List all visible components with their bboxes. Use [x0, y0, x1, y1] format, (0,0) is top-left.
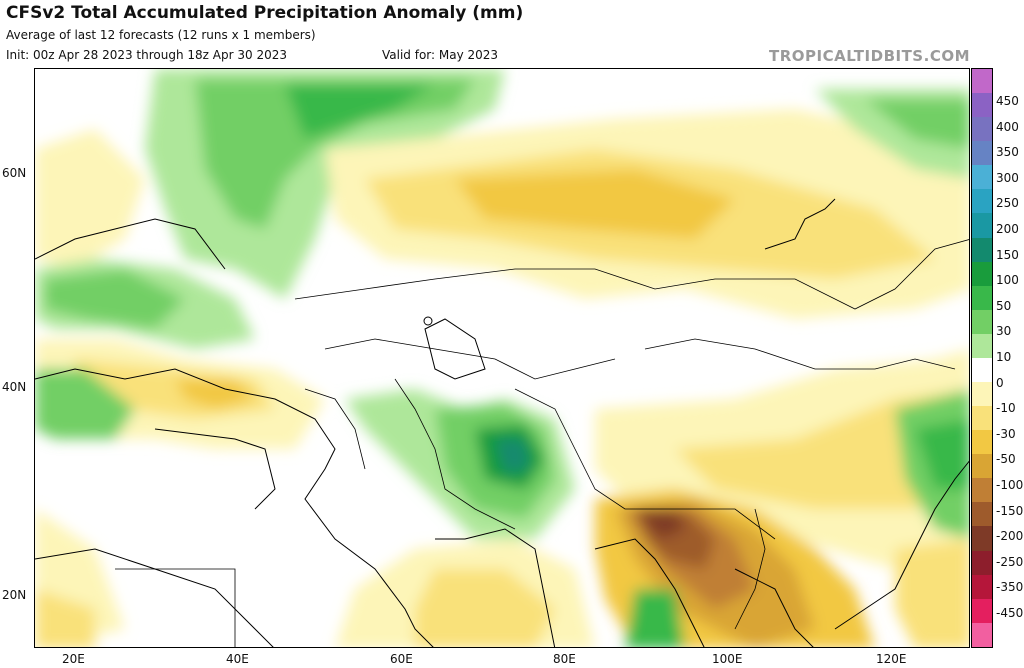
colorbar-segment	[972, 406, 992, 431]
colorbar-segment	[972, 598, 992, 623]
colorbar-segment	[972, 550, 992, 575]
colorbar-tick-label: 100	[996, 273, 1019, 288]
colorbar-segment	[972, 165, 992, 190]
precipitation-map[interactable]	[34, 68, 970, 648]
colorbar-tick-label: -250	[996, 554, 1024, 569]
colorbar-segment	[972, 574, 992, 599]
colorbar-tick-label: -200	[996, 529, 1024, 544]
lat-label-40n: 40N	[2, 380, 27, 394]
colorbar-segment	[972, 382, 992, 407]
colorbar-segment	[972, 261, 992, 286]
colorbar-tick-label: 400	[996, 119, 1019, 134]
colorbar-tick-label: 350	[996, 145, 1019, 160]
colorbar-tick-label: -150	[996, 503, 1024, 518]
borders	[115, 239, 969, 647]
colorbar-tick-label: -350	[996, 580, 1024, 595]
colorbar-tick-label: 200	[996, 222, 1019, 236]
anomaly-field	[35, 69, 969, 647]
colorbar-segment	[972, 237, 992, 262]
colorbar-tick-label: -50	[996, 452, 1016, 467]
colorbar-segment	[972, 333, 992, 358]
colorbar-segment	[972, 622, 992, 647]
colorbar-segment	[972, 141, 992, 166]
colorbar-segment	[972, 285, 992, 310]
map-title: CFSv2 Total Accumulated Precipitation An…	[6, 3, 524, 23]
colorbar-tick-label: 300	[996, 170, 1019, 185]
colorbar-tick-label: -450	[996, 606, 1024, 620]
colorbar	[971, 68, 993, 648]
colorbar-tick-label: -100	[996, 478, 1024, 492]
lon-label-100e: 100E	[712, 652, 743, 666]
colorbar-segment	[972, 430, 992, 455]
colorbar-segment	[972, 93, 992, 118]
lon-label-120e: 120E	[876, 652, 907, 666]
colorbar-segment	[972, 478, 992, 503]
lat-label-60n: 60N	[2, 166, 27, 180]
colorbar-segment	[972, 189, 992, 214]
colorbar-segment	[972, 69, 992, 94]
map-subtitle: Average of last 12 forecasts (12 runs x …	[6, 28, 316, 42]
colorbar-segment	[972, 213, 992, 238]
colorbar-segment	[972, 309, 992, 334]
colorbar-tick-label: -30	[996, 426, 1016, 441]
colorbar-segment	[972, 526, 992, 551]
colorbar-segment	[972, 502, 992, 527]
colorbar-segment	[972, 357, 992, 383]
colorbar-tick-label: 0	[996, 375, 1004, 390]
colorbar-segment	[972, 454, 992, 479]
colorbar-tick-label: 10	[996, 350, 1012, 364]
init-label: Init: 00z Apr 28 2023 through 18z Apr 30…	[6, 48, 287, 62]
lon-label-60e: 60E	[390, 652, 413, 666]
coastlines	[35, 198, 969, 647]
colorbar-tick-label: 30	[996, 324, 1012, 339]
colorbar-segment	[972, 117, 992, 142]
site-brand: TROPICALTIDBITS.COM	[769, 47, 970, 65]
colorbar-tick-label: 150	[996, 247, 1019, 262]
colorbar-tick-label: -10	[996, 401, 1016, 416]
lon-label-20e: 20E	[62, 652, 85, 666]
lon-label-80e: 80E	[553, 652, 576, 666]
colorbar-tick-label: 450	[996, 94, 1019, 108]
lat-label-20n: 20N	[2, 588, 27, 602]
lon-label-40e: 40E	[226, 652, 249, 666]
valid-label: Valid for: May 2023	[382, 48, 499, 62]
colorbar-tick-label: 50	[996, 298, 1012, 313]
map-canvas	[35, 69, 969, 647]
colorbar-tick-label: 250	[996, 196, 1019, 211]
